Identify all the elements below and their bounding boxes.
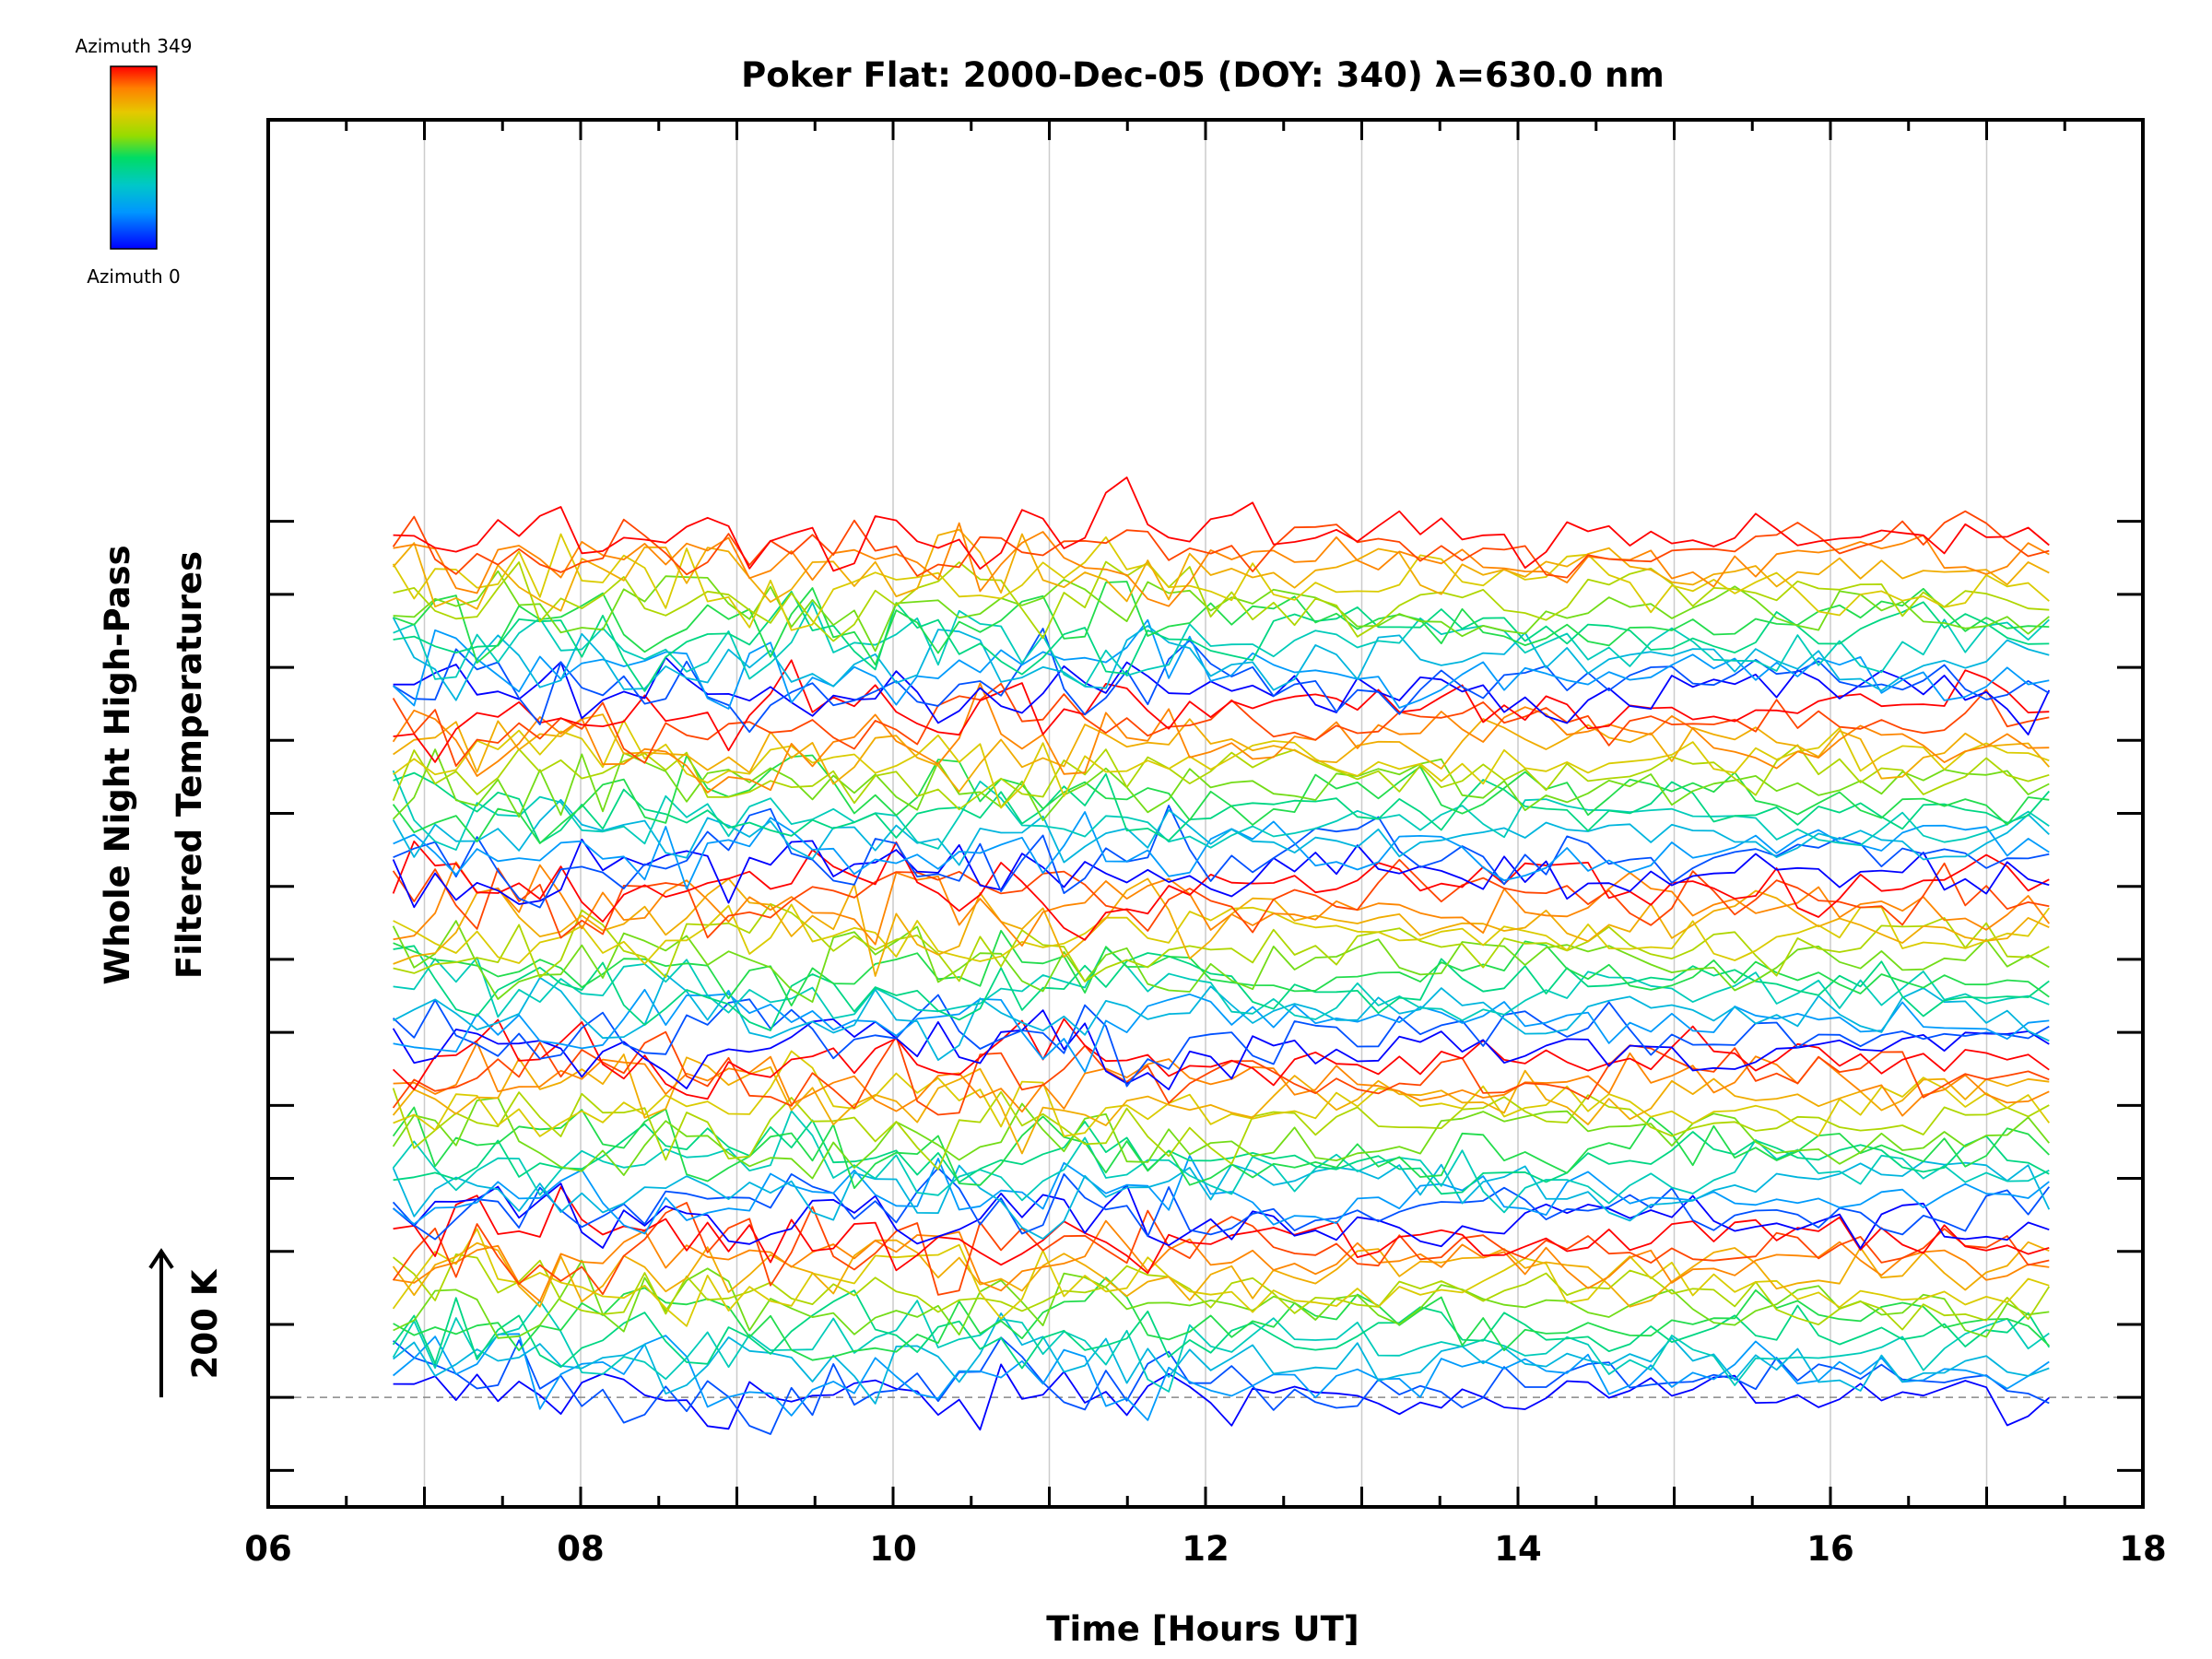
series-line bbox=[393, 877, 2050, 977]
series-line bbox=[393, 988, 2050, 1073]
series-line bbox=[392, 510, 2050, 579]
series-line bbox=[393, 1050, 2051, 1137]
colorbar-bottom-label: Azimuth 0 bbox=[87, 265, 181, 288]
series-line bbox=[392, 1018, 2050, 1100]
series-line bbox=[392, 838, 2050, 909]
series-line bbox=[393, 1363, 2050, 1431]
y-axis-label-line2: Filtered Temperatures bbox=[170, 551, 209, 979]
series-group bbox=[392, 477, 2051, 1435]
series-line bbox=[392, 1088, 2050, 1171]
series-line bbox=[392, 1106, 2050, 1189]
axis-ticks bbox=[266, 120, 2145, 1507]
series-line bbox=[393, 811, 2050, 890]
series-line bbox=[393, 1119, 2050, 1195]
series-line bbox=[393, 1336, 2050, 1435]
scale-arrow-head bbox=[148, 1248, 174, 1269]
series-line bbox=[393, 861, 2051, 947]
series-line bbox=[392, 682, 2050, 794]
colorbar: Azimuth 349 Azimuth 0 bbox=[76, 35, 193, 288]
series-line bbox=[392, 858, 2050, 939]
series-line bbox=[393, 560, 2050, 642]
series-line bbox=[392, 770, 2050, 851]
series-line bbox=[393, 1219, 2050, 1302]
x-tick-label: 10 bbox=[869, 1529, 917, 1569]
series-line bbox=[393, 771, 2050, 844]
x-tick-label: 16 bbox=[1806, 1529, 1854, 1569]
series-line bbox=[393, 903, 2051, 965]
series-line bbox=[392, 533, 2050, 631]
series-line bbox=[393, 1333, 2050, 1421]
series-line bbox=[392, 1228, 2050, 1327]
series-line bbox=[392, 994, 2050, 1088]
series-line bbox=[392, 1239, 2050, 1308]
series-line bbox=[392, 528, 2050, 612]
x-tick-label: 14 bbox=[1494, 1529, 1542, 1569]
series-line bbox=[392, 1009, 2050, 1090]
series-line bbox=[393, 477, 2050, 572]
series-line bbox=[393, 581, 2050, 666]
x-tick-label: 08 bbox=[557, 1529, 605, 1569]
series-line bbox=[393, 1041, 2050, 1117]
colorbar-gradient bbox=[110, 65, 158, 250]
colorbar-top-label: Azimuth 349 bbox=[76, 35, 193, 57]
series-line bbox=[393, 1182, 2050, 1250]
series-line bbox=[392, 618, 2050, 710]
series-line bbox=[393, 947, 2050, 1022]
x-tick-label: 06 bbox=[244, 1529, 292, 1569]
x-tick-label: 12 bbox=[1182, 1529, 1230, 1569]
series-line bbox=[392, 920, 2050, 1003]
series-line bbox=[392, 1289, 2051, 1370]
series-line bbox=[392, 840, 2050, 941]
x-axis-label: Time [Hours UT] bbox=[1046, 1609, 1359, 1649]
series-line bbox=[393, 1253, 2051, 1331]
series-line bbox=[393, 902, 2050, 982]
series-line bbox=[392, 617, 2050, 701]
series-line bbox=[393, 522, 2050, 607]
series-line bbox=[393, 591, 2050, 692]
series-line bbox=[392, 754, 2050, 844]
scale-label: 200 K bbox=[185, 1268, 225, 1379]
x-tick-label: 18 bbox=[2119, 1529, 2167, 1569]
series-line bbox=[392, 748, 2050, 821]
series-line bbox=[393, 929, 2050, 1006]
chart-title: Poker Flat: 2000-Dec-05 (DOY: 340) λ=630… bbox=[741, 55, 1665, 95]
x-tick-labels: 06 08 10 12 14 16 18 bbox=[244, 1529, 2167, 1569]
series-line bbox=[392, 1167, 2051, 1241]
series-line bbox=[393, 1185, 2050, 1275]
series-line bbox=[392, 1097, 2050, 1180]
series-line bbox=[393, 719, 2050, 809]
series-line bbox=[392, 798, 2050, 866]
series-line bbox=[392, 1053, 2050, 1155]
series-line bbox=[393, 628, 2050, 734]
series-line bbox=[393, 656, 2051, 735]
series-line bbox=[393, 945, 2050, 1031]
series-line bbox=[393, 659, 2050, 763]
series-line bbox=[392, 1300, 2050, 1393]
series-line bbox=[393, 1312, 2050, 1405]
series-line bbox=[393, 602, 2050, 688]
series-line bbox=[392, 1160, 2051, 1240]
scale-indicator: 200 K bbox=[148, 1248, 225, 1398]
y-axis-label-line1: Whole Night High-Pass bbox=[98, 545, 137, 984]
series-line bbox=[393, 1155, 2050, 1235]
